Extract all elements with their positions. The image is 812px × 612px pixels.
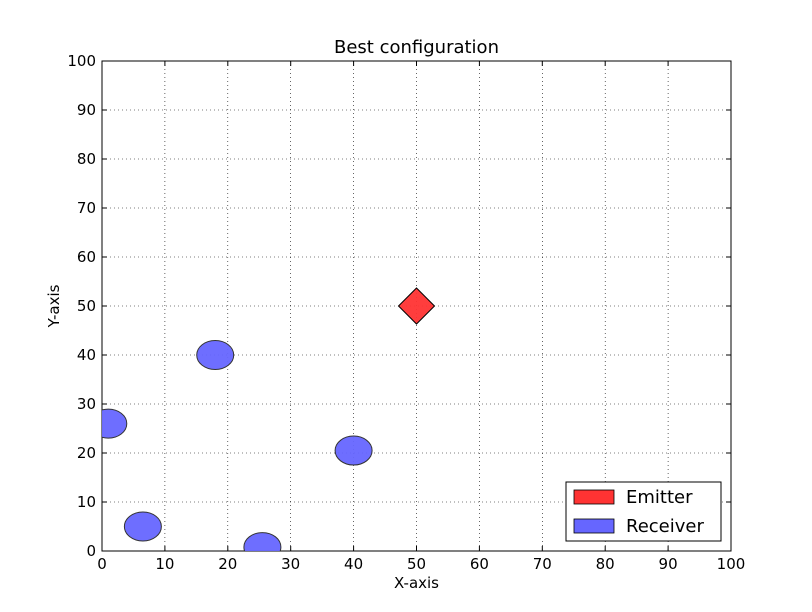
x-tick-label: 30 (281, 555, 300, 573)
y-tick-label: 0 (86, 542, 96, 560)
y-tick-label: 40 (77, 346, 96, 364)
x-tick-label: 90 (659, 555, 678, 573)
legend-label-emitter: Emitter (626, 487, 693, 508)
x-tick-label: 70 (533, 555, 552, 573)
x-axis-label: X-axis (394, 574, 439, 592)
y-tick-label: 100 (67, 52, 96, 70)
x-tick-label: 20 (218, 555, 237, 573)
y-tick-labels: 0 10 20 30 40 50 60 70 80 90 100 (67, 52, 96, 560)
x-tick-label: 50 (407, 555, 426, 573)
receiver-point-3 (123, 511, 162, 542)
legend: Emitter Receiver (565, 481, 722, 542)
x-tick-labels: 0 10 20 30 40 50 60 70 80 90 100 (97, 555, 745, 573)
x-tick-label: 60 (470, 555, 489, 573)
data-points (102, 287, 436, 551)
tick-marks (101, 60, 732, 552)
y-axis-label: Y-axis (45, 284, 63, 328)
chart-title: Best configuration (334, 37, 499, 58)
receiver-point-4 (243, 532, 282, 551)
y-tick-label: 10 (77, 493, 96, 511)
y-tick-label: 60 (77, 248, 96, 266)
x-tick-label: 0 (97, 555, 107, 573)
y-tick-label: 20 (77, 444, 96, 462)
legend-label-receiver: Receiver (626, 516, 704, 537)
x-tick-label: 10 (155, 555, 174, 573)
x-tick-label: 40 (344, 555, 363, 573)
x-tick-label: 100 (717, 555, 746, 573)
emitter-point-0 (397, 287, 436, 325)
y-tick-label: 80 (77, 150, 96, 168)
receiver-point-2 (334, 435, 373, 466)
y-tick-label: 50 (77, 297, 96, 315)
legend-swatch-emitter (573, 489, 615, 505)
receiver-point-0 (196, 340, 235, 370)
receiver-point-1 (102, 408, 128, 439)
y-tick-label: 30 (77, 395, 96, 413)
y-tick-label: 90 (77, 101, 96, 119)
legend-swatch-receiver (573, 518, 615, 534)
x-tick-label: 80 (596, 555, 615, 573)
y-tick-label: 70 (77, 199, 96, 217)
